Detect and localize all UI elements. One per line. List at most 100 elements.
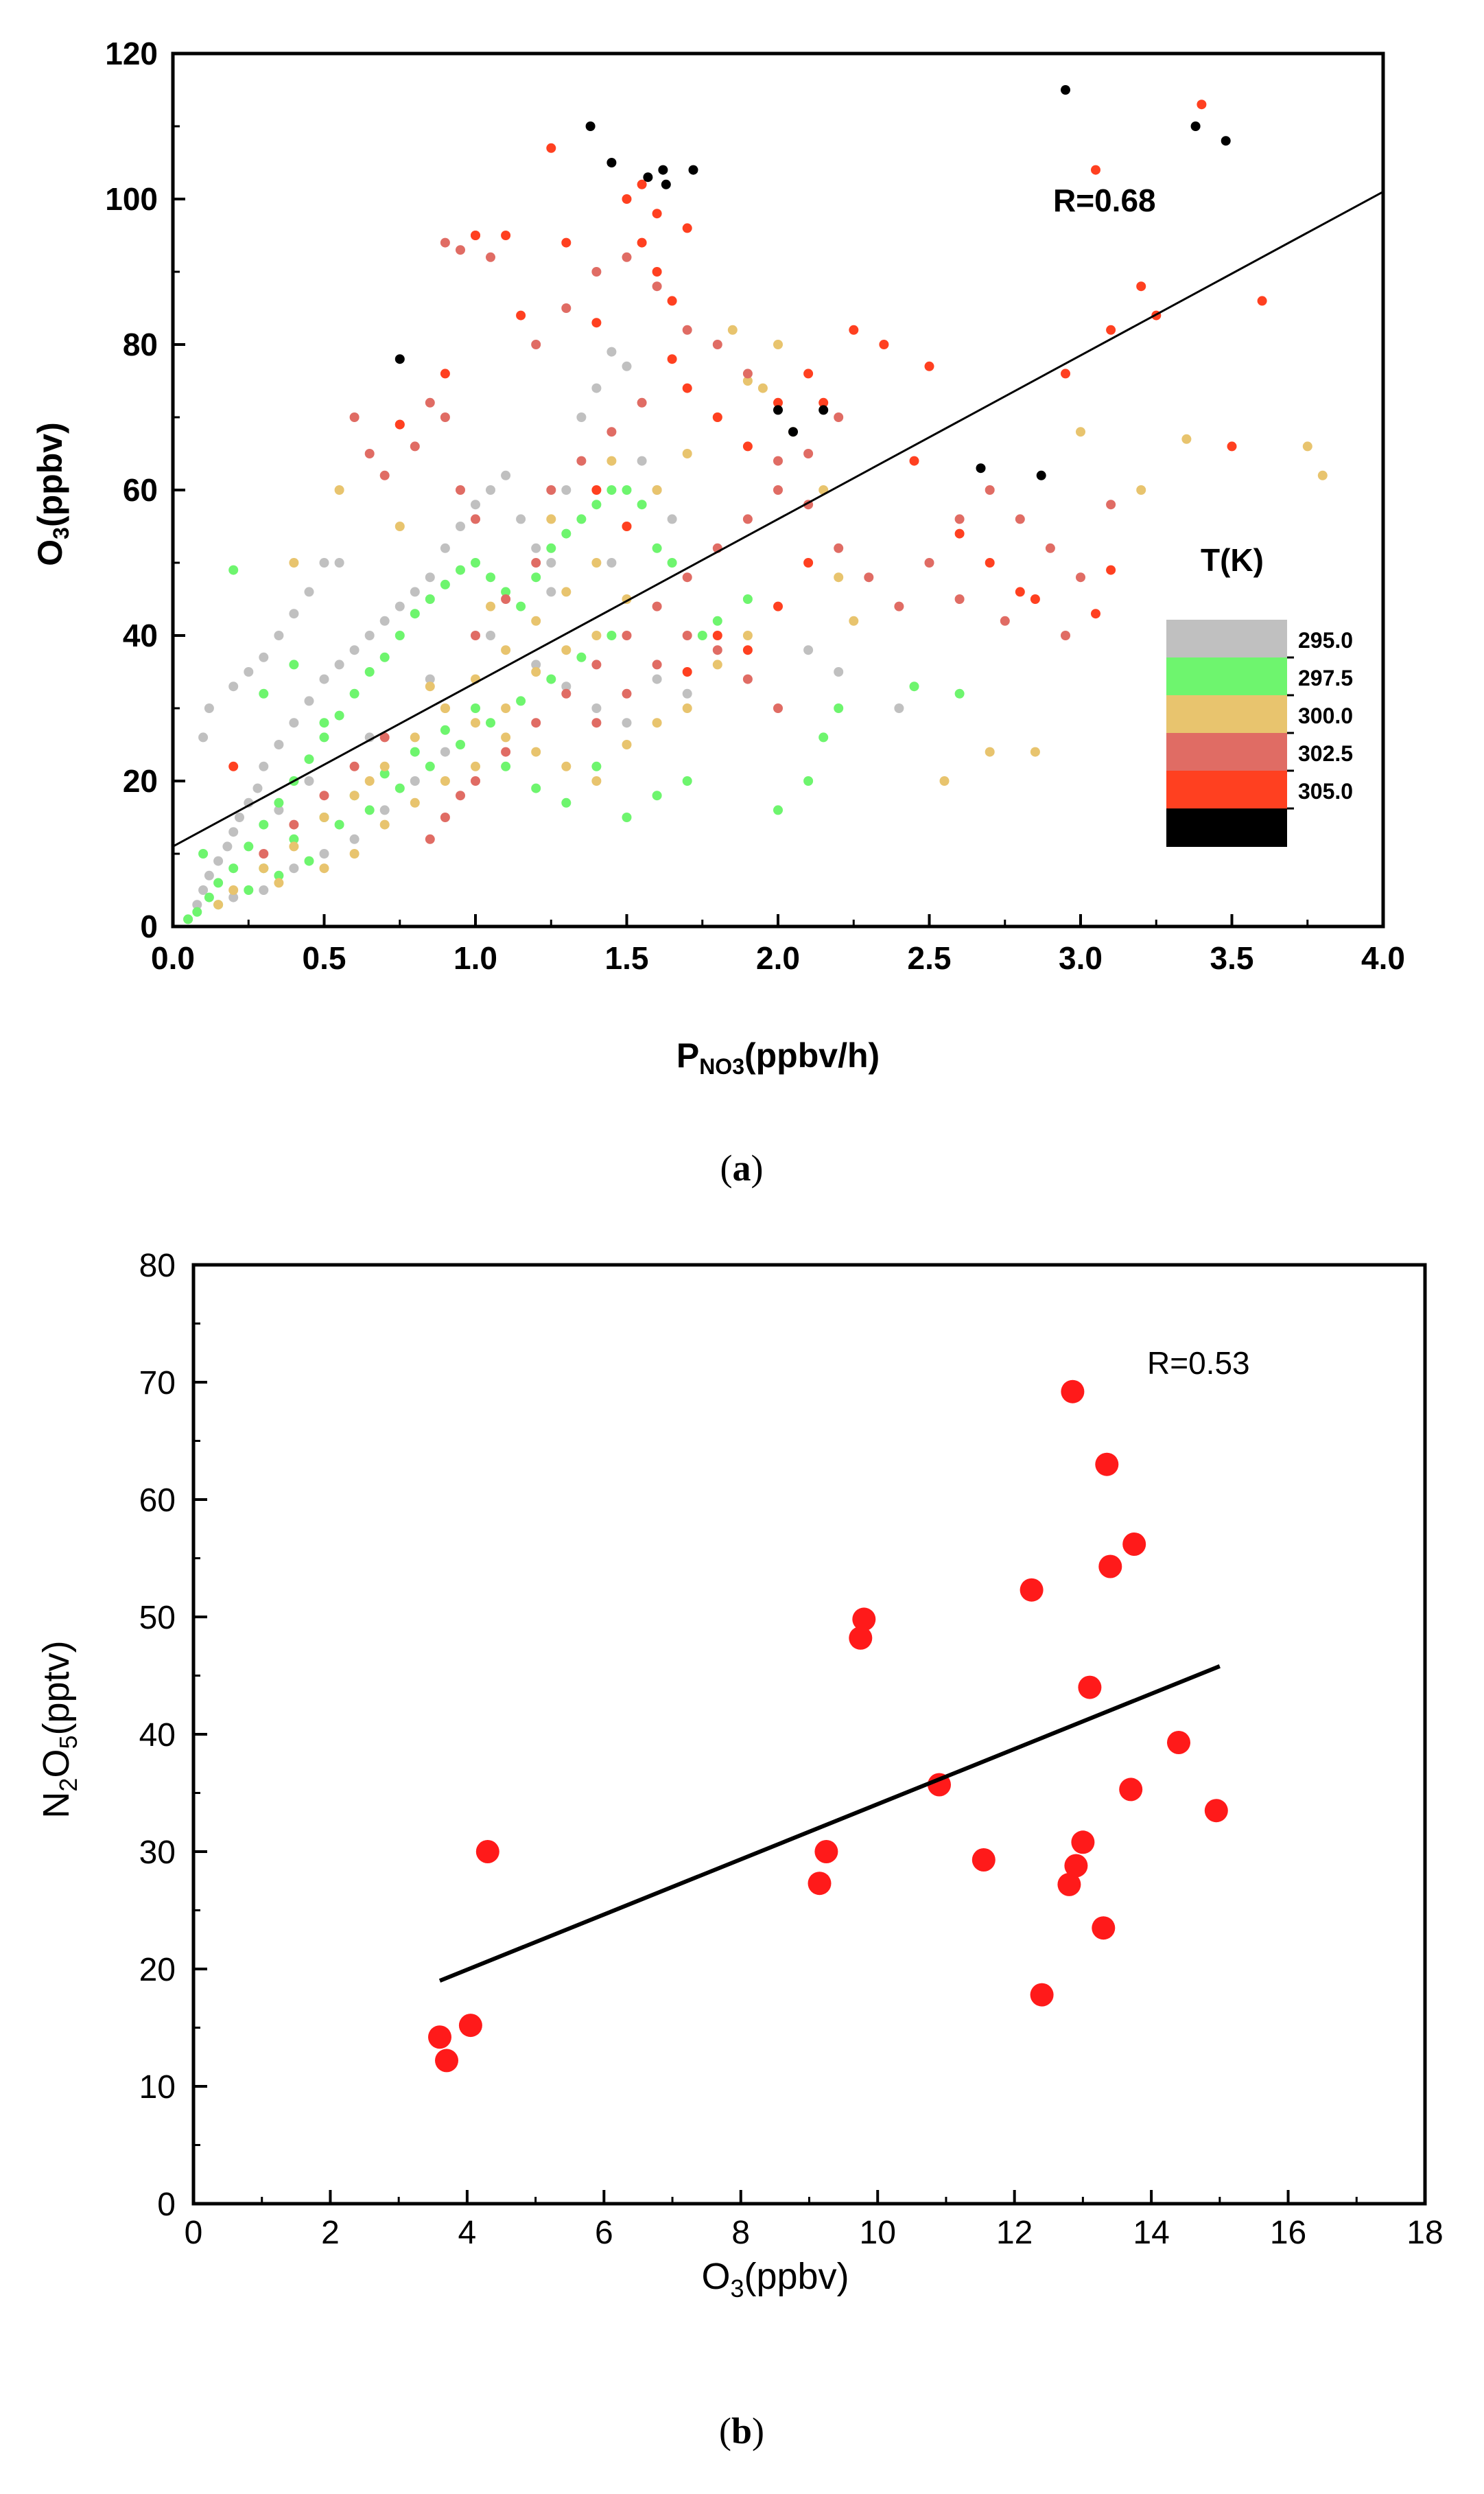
- chart-a-point-red: [546, 143, 556, 153]
- chart-a-point-green: [834, 703, 844, 713]
- chart-a-point-green: [501, 587, 511, 597]
- chart-b-x-tick-label: 6: [595, 2215, 613, 2251]
- chart-a-point-green: [259, 819, 269, 830]
- chart-a-point-tan: [682, 449, 692, 458]
- chart-b-point: [475, 1840, 499, 1863]
- chart-b-y-axis-label: N2O5(pptv): [36, 1640, 82, 1818]
- chart-a-point-gray: [222, 841, 233, 852]
- chart-a-point-gray: [591, 703, 602, 713]
- chart-a-point-black: [1061, 85, 1070, 95]
- chart-a-point-gray: [561, 681, 572, 692]
- chart-a-point-green: [637, 500, 647, 510]
- chart-a-point-green: [228, 565, 239, 575]
- chart-a-point-tan: [364, 776, 375, 786]
- chart-a-point-gray: [379, 616, 390, 626]
- chart-a-point-gray: [803, 645, 814, 655]
- chart-a-point-green: [274, 797, 284, 808]
- chart-a-point-gray: [471, 500, 480, 510]
- chart-b-x-tick-label: 10: [860, 2215, 896, 2251]
- chart-a-point-red: [773, 397, 783, 408]
- chart-a-point-salmon: [456, 485, 465, 495]
- chart-a-point-green: [667, 558, 677, 568]
- chart-a-point-green: [531, 572, 541, 583]
- chart-a-legend-label: 295.0: [1298, 628, 1353, 653]
- chart-a-point-tan: [259, 863, 269, 874]
- chart-a-point-red: [803, 369, 814, 379]
- chart-a-point-gray: [379, 805, 390, 815]
- chart-a-point-salmon: [682, 631, 692, 640]
- chart-a-point-salmon: [773, 456, 783, 466]
- chart-a-point-salmon: [622, 688, 632, 699]
- chart-a-point-green: [289, 660, 299, 670]
- chart-a-point-green: [697, 631, 707, 640]
- chart-a-point-tan: [531, 667, 541, 677]
- chart-a-point-gray: [204, 703, 214, 713]
- chart-a-point-green: [213, 878, 224, 888]
- chart-b-caption: (b): [719, 2410, 764, 2451]
- chart-a-point-red: [667, 354, 677, 364]
- chart-a-point-salmon: [834, 412, 844, 422]
- chart-a-point-tan: [501, 732, 511, 743]
- chart-a-point-green: [425, 761, 435, 771]
- chart-b-point: [808, 1872, 832, 1896]
- chart-a-point-gray: [289, 609, 299, 619]
- chart-a-point-red: [652, 267, 662, 277]
- chart-b-plot-frame: [191, 1263, 1427, 2206]
- chart-a-point-green: [516, 601, 526, 611]
- chart-a-point-gray: [334, 558, 344, 568]
- chart-a-point-red: [682, 383, 692, 393]
- chart-a-point-gray: [274, 805, 284, 815]
- chart-a-point-gray: [667, 514, 677, 524]
- chart-a-point-tan: [561, 587, 572, 597]
- chart-a-point-gray: [546, 587, 556, 597]
- chart-a-fit-line: [172, 191, 1384, 848]
- chart-a-point-red: [712, 412, 722, 422]
- chart-a-point-tan: [394, 522, 405, 531]
- chart-a-point-salmon: [985, 485, 995, 495]
- chart-a-point-tan: [334, 485, 344, 495]
- chart-a-point-salmon: [425, 397, 435, 408]
- chart-b-y-tick-label: 80: [139, 1248, 176, 1284]
- chart-a-point-salmon: [576, 456, 587, 466]
- chart-a-point-green: [486, 572, 495, 583]
- chart-a-point-green: [440, 725, 450, 735]
- chart-a-point-gray: [304, 587, 314, 597]
- chart-a-point-gray: [606, 347, 617, 357]
- chart-a-point-salmon: [622, 252, 632, 262]
- chart-a-point-green: [652, 543, 662, 553]
- chart-a-point-salmon: [954, 514, 965, 524]
- chart-a-point-red: [712, 631, 722, 640]
- chart-a-point-tan: [410, 732, 420, 743]
- chart-a-point-gray: [228, 892, 239, 902]
- chart-b-annotation: R=0.53: [1147, 1345, 1250, 1381]
- chart-b: 0 2 4 6 8 10 12 14 16 18 0 10 20 30 40 50 60 70 80 R=0.53…: [36, 1248, 1444, 2451]
- chart-a-point-red: [849, 325, 859, 335]
- chart-b-point: [458, 2014, 482, 2038]
- chart-b-point: [1064, 1854, 1088, 1878]
- chart-b-point: [1119, 1778, 1143, 1802]
- chart-a-point-green: [682, 776, 692, 786]
- chart-a-point-gray: [204, 870, 214, 881]
- chart-a-y-ticks: 0 20 40 60 80 100 120: [105, 36, 185, 944]
- chart-a-point-red: [924, 361, 934, 371]
- chart-a-point-salmon: [531, 558, 541, 568]
- chart-a-point-salmon: [379, 732, 390, 743]
- chart-a-point-green: [198, 849, 209, 859]
- chart-a-point-tan: [501, 645, 511, 655]
- chart-a-point-black: [773, 405, 783, 415]
- chart-b-point: [428, 2025, 451, 2049]
- chart-a-point-green: [259, 688, 269, 699]
- chart-a-point-red: [773, 601, 783, 611]
- chart-a-point-red: [803, 558, 814, 568]
- chart-a-point-salmon: [652, 660, 662, 670]
- chart-a-point-gray: [440, 543, 450, 553]
- chart-a-point-red: [985, 558, 995, 568]
- chart-a-point-black: [643, 172, 653, 183]
- chart-b-point: [435, 2049, 458, 2073]
- chart-a-point-salmon: [1045, 543, 1055, 553]
- chart-a-point-tan: [440, 703, 450, 713]
- chart-a-y-tick-label: 100: [105, 181, 158, 217]
- chart-a-point-red: [879, 340, 889, 349]
- chart-a-legend-label: 305.0: [1298, 779, 1353, 804]
- chart-a-point-green: [456, 565, 465, 575]
